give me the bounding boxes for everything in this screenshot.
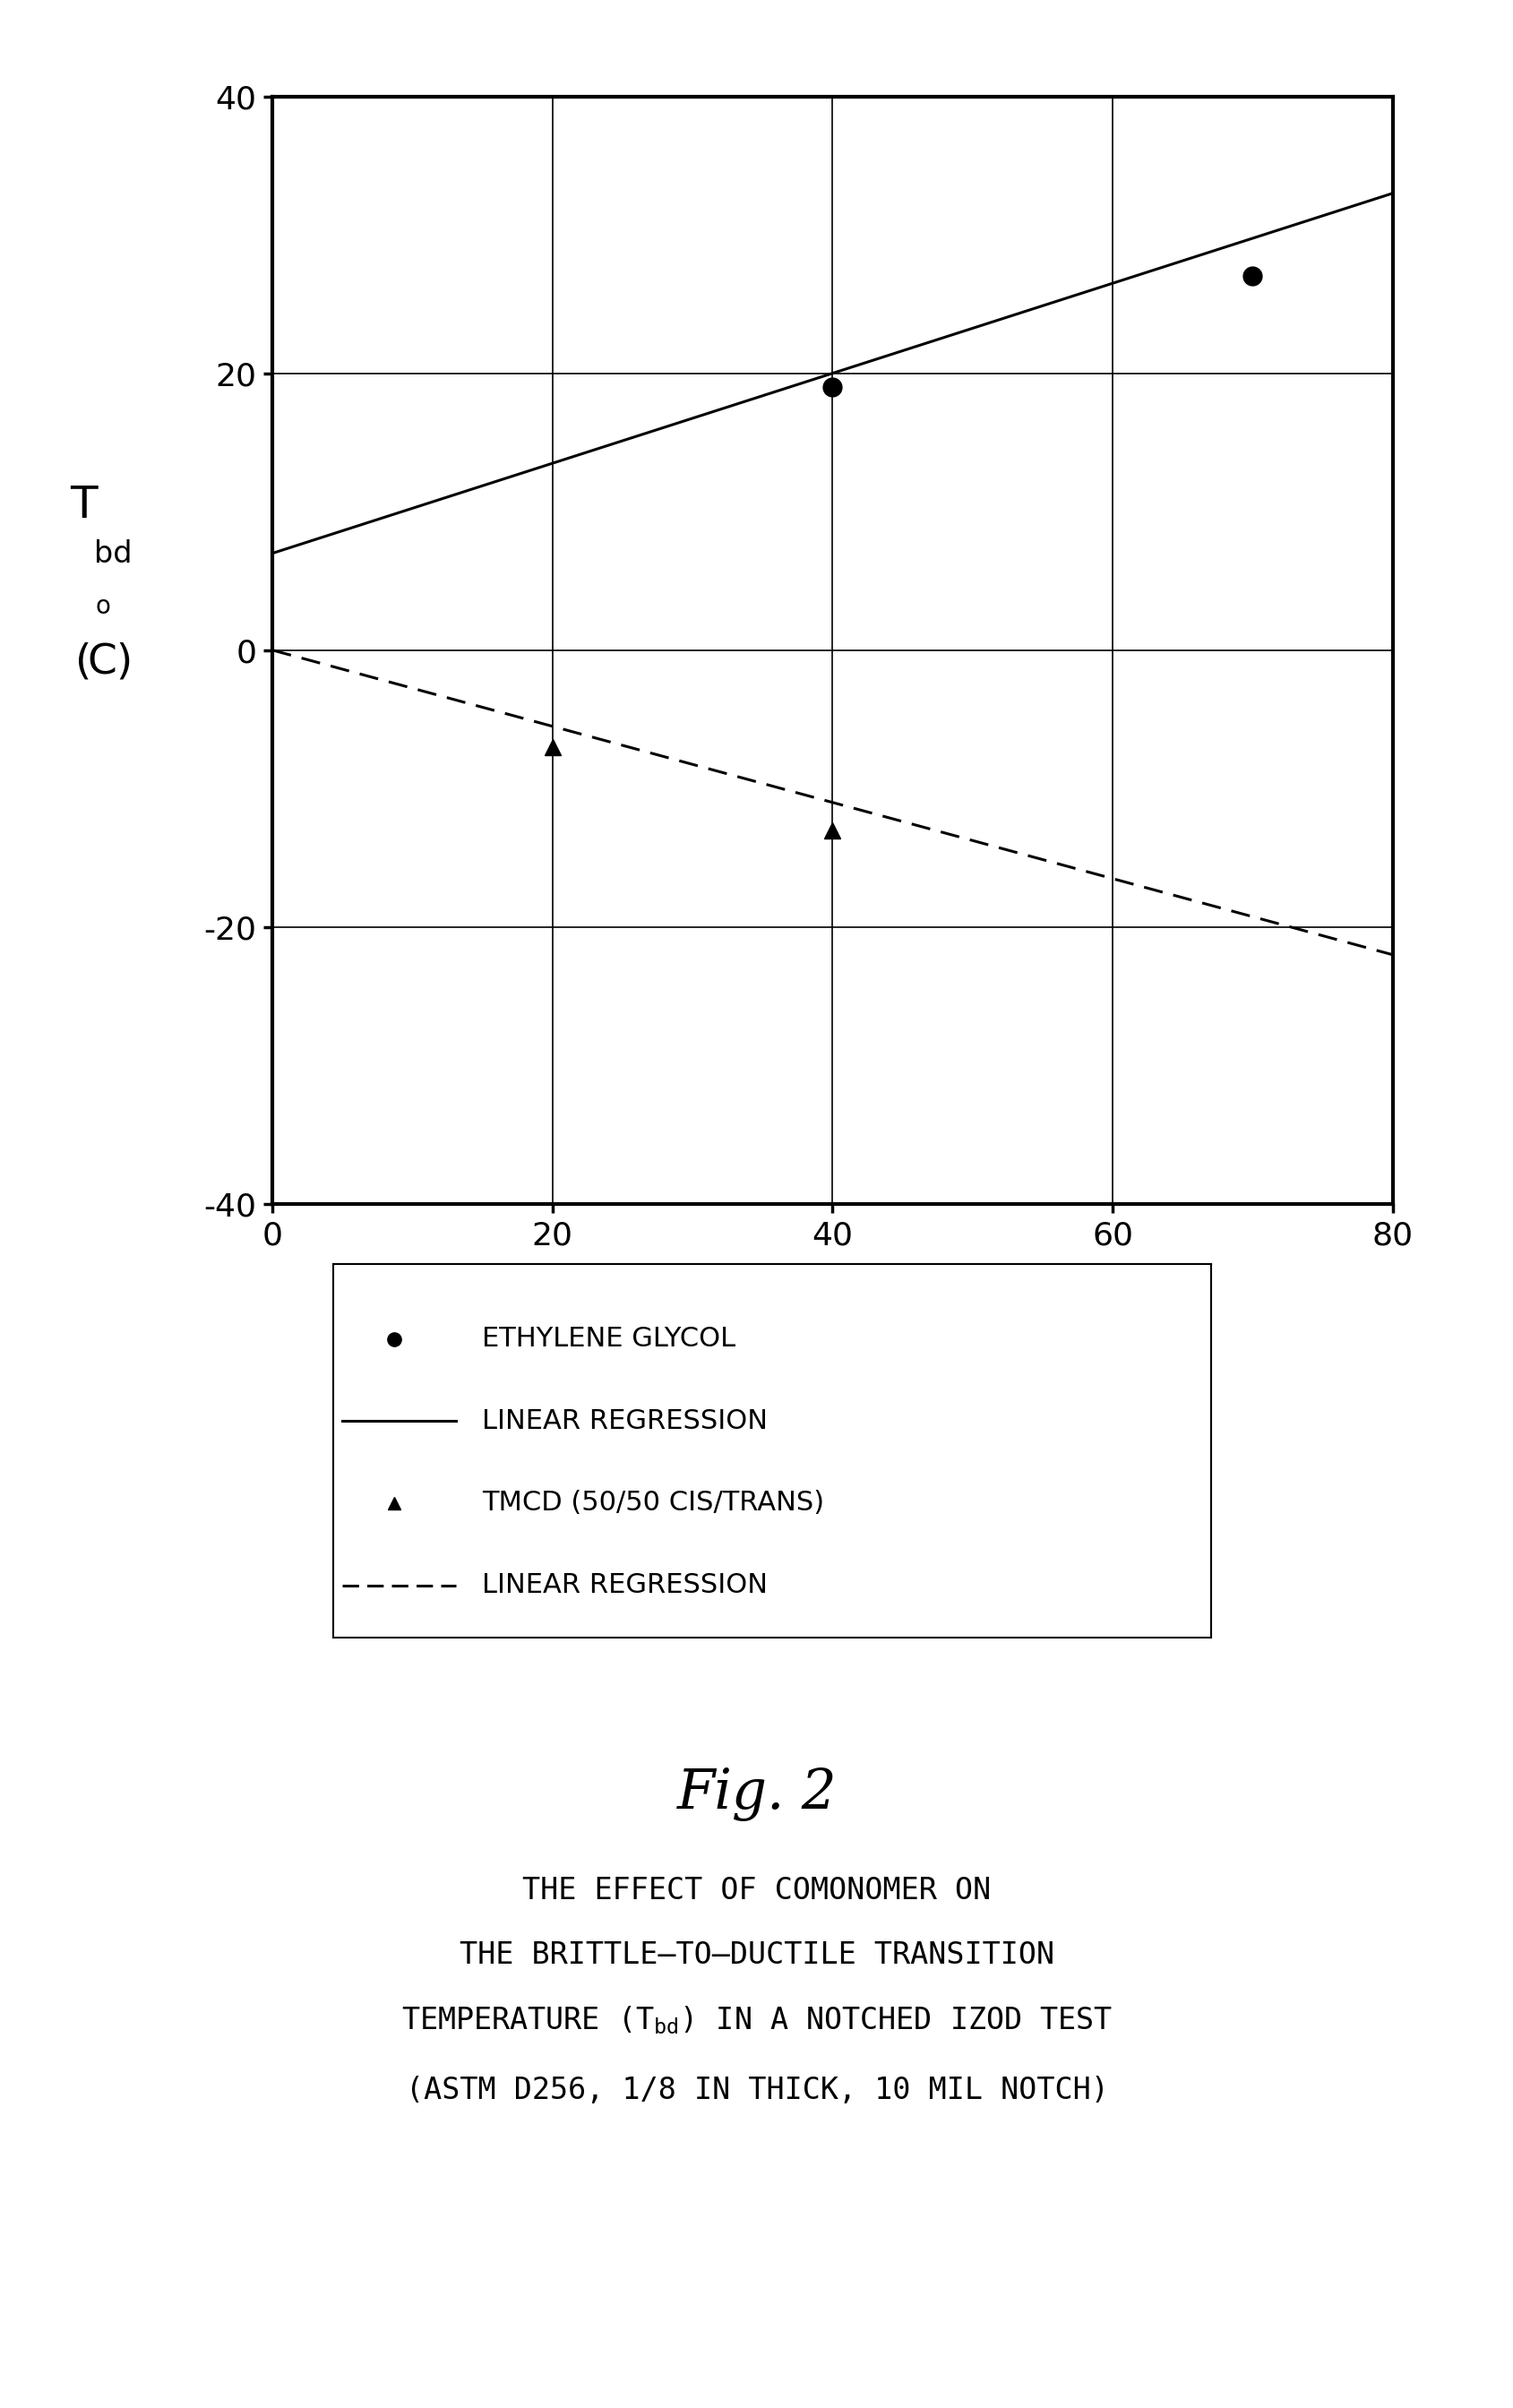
Text: o: o — [95, 595, 110, 619]
Text: THE EFFECT OF COMONOMER ON: THE EFFECT OF COMONOMER ON — [522, 1876, 991, 1905]
Text: Fig. 2: Fig. 2 — [676, 1767, 837, 1820]
Text: T: T — [70, 484, 97, 527]
Text: LINEAR REGRESSION: LINEAR REGRESSION — [483, 1409, 767, 1433]
Text: (: ( — [76, 643, 91, 681]
Text: TMCD (50/50 CIS/TRANS): TMCD (50/50 CIS/TRANS) — [483, 1491, 825, 1517]
Text: TEMPERATURE ($\mathregular{T_{bd}}$) IN A NOTCHED IZOD TEST: TEMPERATURE ($\mathregular{T_{bd}}$) IN … — [401, 2003, 1112, 2037]
Text: C): C) — [88, 643, 133, 681]
Text: ETHYLENE GLYCOL: ETHYLENE GLYCOL — [483, 1327, 735, 1351]
Text: THE BRITTLE–TO–DUCTILE TRANSITION: THE BRITTLE–TO–DUCTILE TRANSITION — [460, 1941, 1053, 1970]
Text: (ASTM D256, 1/8 IN THICK, 10 MIL NOTCH): (ASTM D256, 1/8 IN THICK, 10 MIL NOTCH) — [405, 2076, 1108, 2105]
X-axis label: MOL%  COMONOMER: MOL% COMONOMER — [634, 1274, 1030, 1310]
Text: bd: bd — [94, 539, 133, 568]
Text: LINEAR REGRESSION: LINEAR REGRESSION — [483, 1572, 767, 1599]
